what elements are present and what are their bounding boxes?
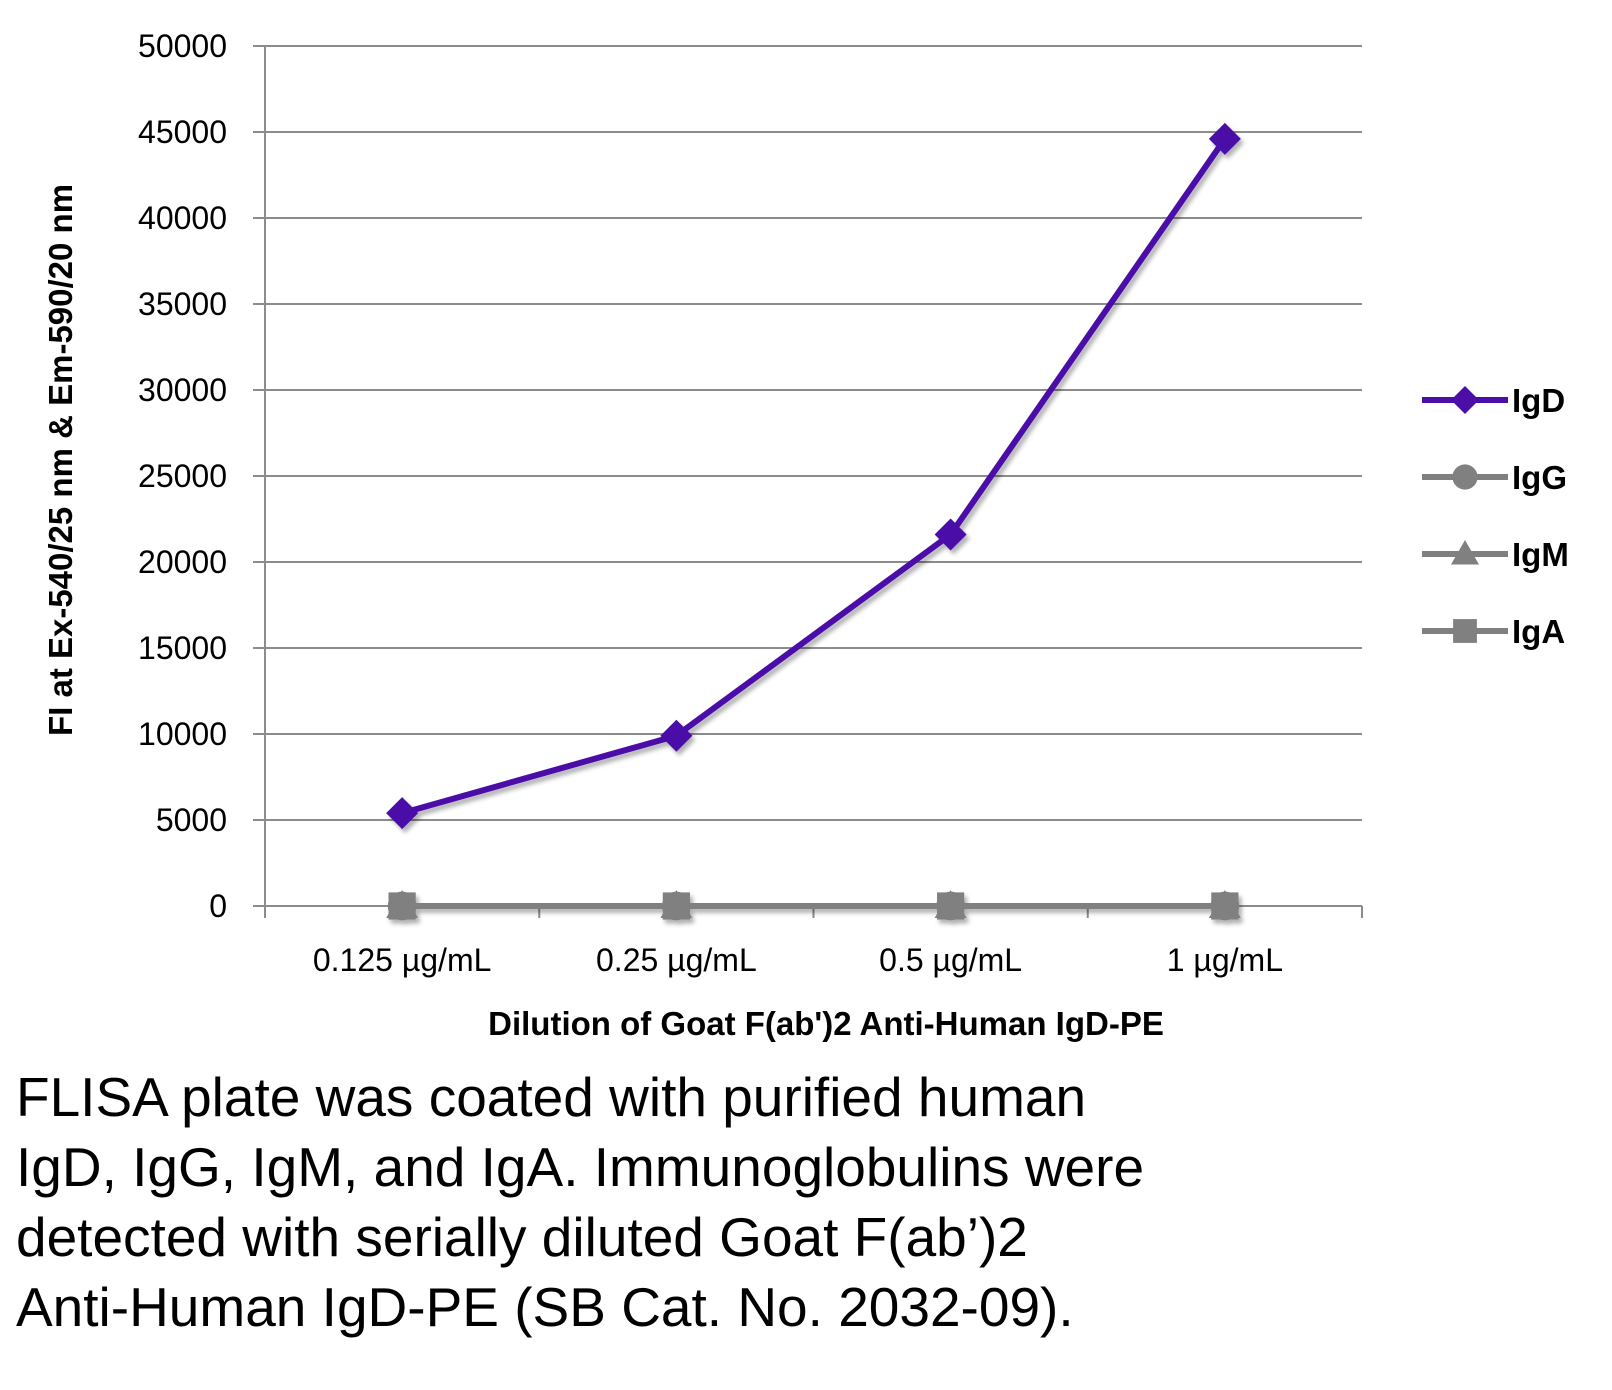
y-tick-label: 30000 <box>138 372 227 408</box>
legend-label: IgG <box>1512 459 1567 496</box>
data-point-igg <box>387 891 417 921</box>
legend-marker-igm <box>1451 540 1479 565</box>
data-point-igg <box>936 891 966 921</box>
y-tick-label: 0 <box>209 888 227 924</box>
y-tick-label: 10000 <box>138 716 227 752</box>
series-igg <box>387 891 1240 921</box>
legend-marker-igg <box>1452 464 1478 490</box>
x-tick-label: 0.5 µg/mL <box>879 942 1022 978</box>
x-tick-labels: 0.125 µg/mL 0.25 µg/mL 0.5 µg/mL 1 µg/mL <box>313 942 1283 978</box>
y-tick-label: 20000 <box>138 544 227 580</box>
y-tick-label: 5000 <box>156 802 227 838</box>
x-tick-label: 0.25 µg/mL <box>596 942 757 978</box>
legend-label: IgM <box>1512 536 1569 573</box>
figure-caption: FLISA plate was coated with purified hum… <box>16 1062 1596 1342</box>
caption-line: IgD, IgG, IgM, and IgA. Immunoglobulins … <box>16 1136 1145 1198</box>
y-tick-label: 40000 <box>138 200 227 236</box>
legend-marker-iga <box>1453 619 1477 643</box>
data-point-igd <box>1208 122 1241 155</box>
legend-marker-igd <box>1451 386 1479 414</box>
caption-line: Anti-Human IgD-PE (SB Cat. No. 2032-09). <box>16 1276 1074 1338</box>
legend-item-iga: IgA <box>1422 613 1565 650</box>
data-point-igd <box>660 719 693 752</box>
y-tick-label: 50000 <box>138 28 227 64</box>
caption-line: FLISA plate was coated with purified hum… <box>16 1066 1087 1128</box>
data-point-igg <box>1210 891 1240 921</box>
series-line-igd <box>401 137 1228 817</box>
legend-label: IgA <box>1512 613 1565 650</box>
legend: IgD IgG IgM IgA <box>1422 382 1569 650</box>
legend-item-igm: IgM <box>1422 536 1569 573</box>
data-point-igg <box>661 891 691 921</box>
y-tick-label: 45000 <box>138 114 227 150</box>
gridlines <box>253 45 1362 907</box>
y-tick-label: 35000 <box>138 286 227 322</box>
y-axis-title: FI at Ex-540/25 nm & Em-590/20 nm <box>42 184 79 736</box>
y-tick-labels: 0 5000 10000 15000 20000 25000 30000 35000 40000… <box>138 28 227 924</box>
legend-item-igd: IgD <box>1422 382 1565 419</box>
data-point-igd <box>386 797 419 830</box>
caption-line: detected with serially diluted Goat F(ab… <box>16 1206 1028 1268</box>
x-axis-title: Dilution of Goat F(ab')2 Anti-Human IgD-… <box>488 1005 1164 1042</box>
legend-label: IgD <box>1512 382 1565 419</box>
series-layer <box>386 122 1241 921</box>
elisa-line-chart: 0 5000 10000 15000 20000 25000 30000 35000 40000… <box>42 28 1569 1042</box>
y-tick-label: 15000 <box>138 630 227 666</box>
legend-item-igg: IgG <box>1422 459 1567 496</box>
x-tick-label: 1 µg/mL <box>1167 942 1283 978</box>
series-igd <box>386 122 1241 830</box>
y-tick-label: 25000 <box>138 458 227 494</box>
data-point-igd <box>934 518 967 551</box>
x-tick-label: 0.125 µg/mL <box>313 942 492 978</box>
